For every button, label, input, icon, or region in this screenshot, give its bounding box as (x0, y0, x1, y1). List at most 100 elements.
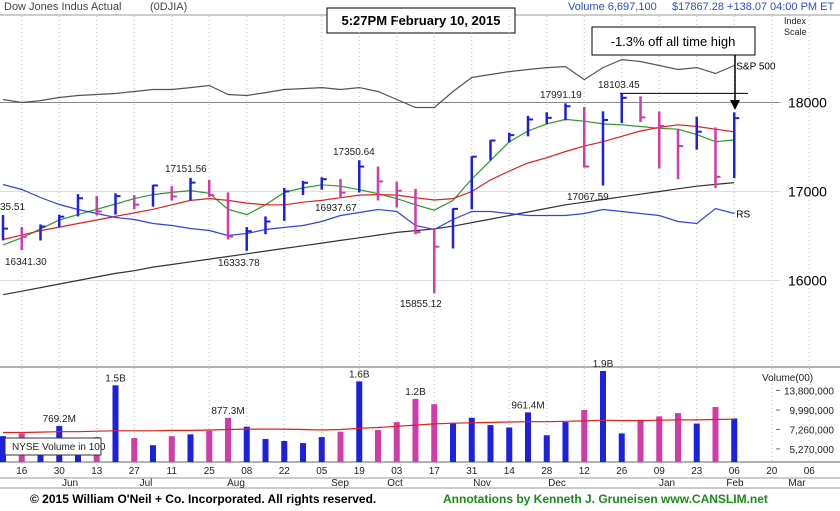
index-scale-label: Scale (784, 27, 807, 37)
x-tick-label: 06 (804, 466, 816, 477)
month-label: Dec (548, 478, 566, 489)
y-tick-label: 9,990,000 (790, 406, 835, 417)
volume-label: 1.5B (105, 373, 126, 384)
volume-bar (131, 438, 138, 462)
volume-label: 877.3M (211, 406, 244, 417)
volume-bar (318, 437, 325, 462)
volume-label: 769.2M (43, 414, 76, 425)
x-tick-label: 17 (429, 466, 441, 477)
volume-bar (243, 426, 250, 462)
x-tick-label: 12 (579, 466, 591, 477)
y-tick-label: 17000 (788, 184, 827, 200)
volume-bar (618, 433, 625, 462)
volume-bar (168, 436, 175, 462)
volume-label: 961.4M (511, 400, 544, 411)
price-label: 17350.64 (333, 147, 375, 158)
month-label: Nov (473, 478, 491, 489)
month-label: Jul (140, 478, 153, 489)
index-scale-label: Index (784, 16, 807, 26)
x-tick-label: 27 (129, 466, 141, 477)
price-label: 17991.19 (540, 90, 582, 101)
volume-bar (731, 418, 738, 462)
x-tick-label: 23 (691, 466, 703, 477)
volume-label: 1.6B (349, 369, 370, 380)
price-line (2, 182, 735, 296)
volume-bar (581, 409, 588, 462)
x-tick-label: 16 (16, 466, 28, 477)
x-tick-label: 30 (54, 466, 66, 477)
time-text: 04:00 PM ET (770, 1, 834, 13)
volume-bar (600, 370, 606, 462)
volume-bar (712, 407, 719, 462)
volume-bar (693, 423, 700, 462)
volume-bar (281, 441, 288, 462)
price-label: 35.51 (0, 202, 25, 213)
price-label: 16937.67 (315, 203, 357, 214)
month-label: Aug (227, 478, 245, 489)
volume-bar (150, 445, 156, 462)
volume-bar (187, 434, 194, 462)
volume-bar (206, 430, 213, 462)
volume-bar (562, 422, 569, 462)
price-line (2, 118, 735, 246)
y-tick-label: 18000 (788, 95, 827, 111)
x-tick-label: 08 (241, 466, 253, 477)
volume-bar (112, 385, 119, 462)
volume-bar (506, 427, 513, 462)
security-symbol: (0DJIA) (150, 1, 187, 13)
month-label: Jun (62, 478, 78, 489)
volume-bar (300, 443, 306, 462)
volume-bar (356, 381, 363, 462)
volume-axis-title: Volume(00) (762, 373, 813, 384)
volume-bar (656, 416, 663, 462)
month-label: Sep (331, 478, 349, 489)
volume-bar (637, 419, 644, 462)
timestamp-box (326, 7, 516, 34)
volume-label: 1.9B (593, 359, 614, 370)
x-tick-label: 22 (279, 466, 291, 477)
volume-bar (431, 404, 438, 462)
price-label: 15855.12 (400, 299, 442, 310)
x-tick-label: 06 (729, 466, 741, 477)
volume-bar (225, 417, 231, 462)
volume-bar (468, 417, 475, 462)
x-tick-label: 25 (204, 466, 216, 477)
y-tick-label: 7,260,000 (790, 425, 835, 436)
annotation-box (591, 26, 756, 56)
volume-bar (525, 412, 531, 462)
volume-bar (675, 413, 681, 462)
price-label: 17067.59 (567, 192, 609, 203)
month-label: Jan (659, 478, 675, 489)
volume-text: Volume 6,697,100 (568, 1, 657, 13)
volume-bar (487, 425, 494, 462)
x-tick-label: 03 (391, 466, 403, 477)
x-tick-label: 13 (91, 466, 103, 477)
annotation-arrowhead (730, 100, 740, 110)
volume-bar (0, 436, 6, 462)
volume-legend-box (4, 437, 102, 456)
volume-bar (450, 423, 456, 462)
credit: Annotations by Kenneth J. Gruneisen www.… (443, 492, 768, 506)
x-tick-label: 19 (354, 466, 366, 477)
price-text: $17867.28 +138.07 (672, 1, 767, 13)
month-label: Oct (387, 478, 403, 489)
x-tick-label: 20 (766, 466, 778, 477)
volume-label: 1.2B (405, 387, 426, 398)
y-tick-label: 16000 (788, 272, 827, 288)
x-tick-label: 05 (316, 466, 328, 477)
y-tick-label: 5,270,000 (790, 445, 835, 456)
price-line (2, 58, 735, 109)
volume-bar (412, 398, 419, 462)
volume-bar (393, 422, 400, 462)
price-label: 16341.30 (5, 257, 47, 268)
timestamp: 5:27PM February 10, 2015 (342, 13, 501, 28)
price-label: 16333.78 (218, 258, 260, 269)
volume-bar (262, 439, 269, 462)
volume-ma-line (3, 418, 735, 434)
x-tick-label: 09 (654, 466, 666, 477)
line-label: S&P 500 (736, 62, 776, 73)
month-label: Mar (788, 478, 806, 489)
volume-bar (375, 429, 381, 462)
x-tick-label: 14 (504, 466, 516, 477)
